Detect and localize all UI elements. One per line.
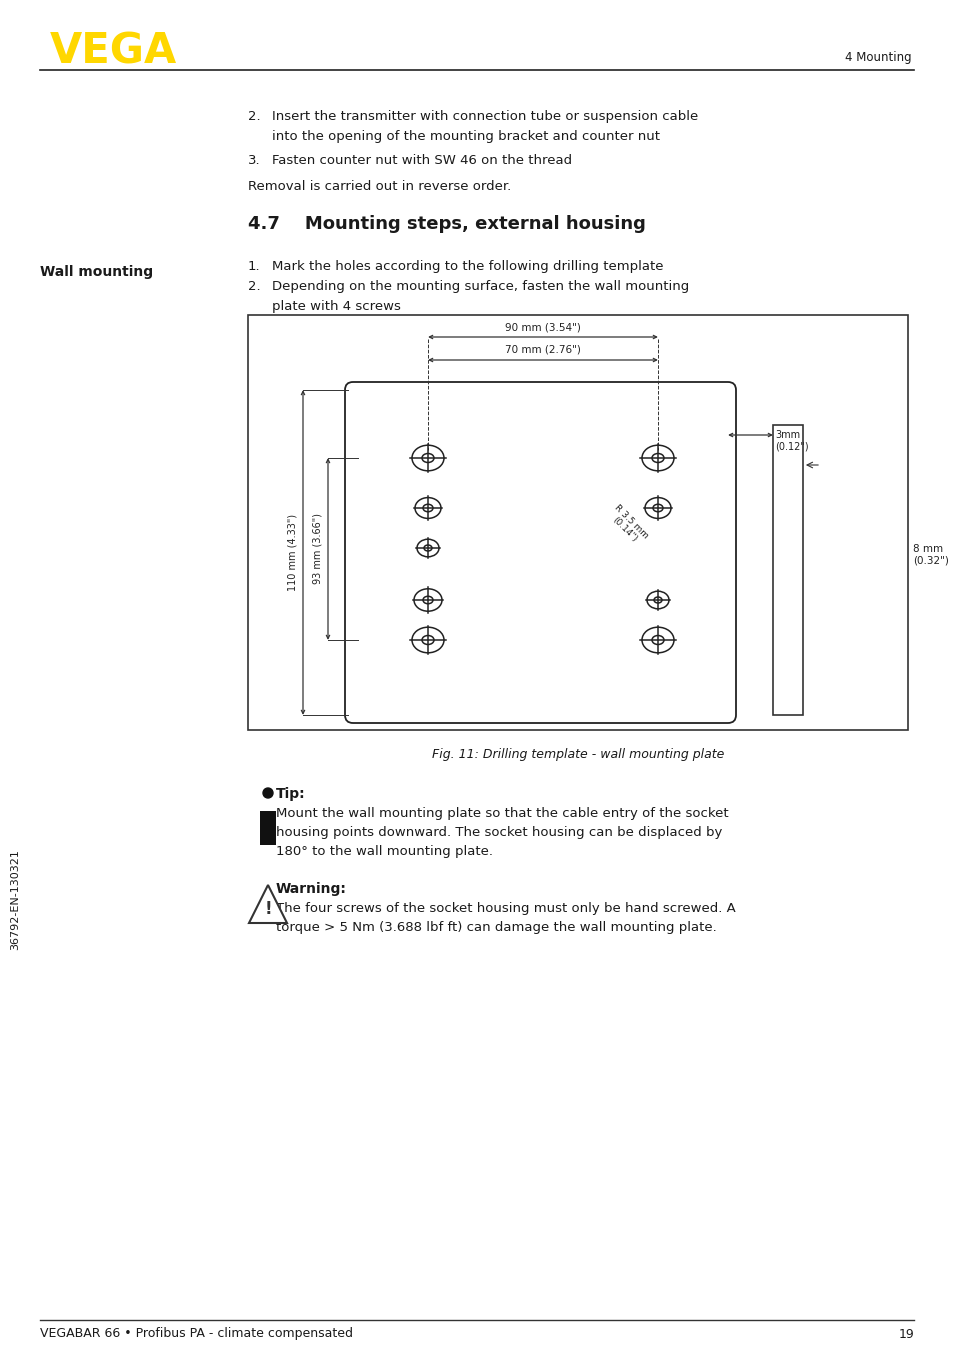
Text: Tip:: Tip: [275, 787, 305, 802]
Ellipse shape [412, 627, 443, 653]
Text: 4 Mounting: 4 Mounting [844, 51, 911, 65]
Text: 2.: 2. [248, 280, 260, 292]
Text: 19: 19 [898, 1327, 913, 1340]
Ellipse shape [421, 635, 434, 645]
Text: !: ! [264, 899, 272, 918]
Ellipse shape [644, 498, 670, 519]
Ellipse shape [415, 498, 440, 519]
Ellipse shape [651, 635, 663, 645]
Text: 93 mm (3.66"): 93 mm (3.66") [313, 513, 323, 585]
Text: 90 mm (3.54"): 90 mm (3.54") [504, 322, 580, 332]
Ellipse shape [641, 445, 673, 471]
Ellipse shape [646, 592, 668, 609]
Text: The four screws of the socket housing must only be hand screwed. A: The four screws of the socket housing mu… [275, 902, 735, 915]
Text: 3mm
(0.12"): 3mm (0.12") [774, 431, 808, 452]
Ellipse shape [422, 596, 433, 604]
Text: 2.: 2. [248, 110, 260, 123]
Text: Mark the holes according to the following drilling template: Mark the holes according to the followin… [272, 260, 662, 274]
Ellipse shape [421, 454, 434, 463]
Bar [772, 425, 802, 715]
Text: Fasten counter nut with SW 46 on the thread: Fasten counter nut with SW 46 on the thr… [272, 154, 572, 167]
Text: 3.: 3. [248, 154, 260, 167]
Text: Depending on the mounting surface, fasten the wall mounting: Depending on the mounting surface, faste… [272, 280, 688, 292]
Text: R 3.5 mm
(0.14"): R 3.5 mm (0.14") [605, 502, 650, 548]
Text: Insert the transmitter with connection tube or suspension cable: Insert the transmitter with connection t… [272, 110, 698, 123]
Text: 1.: 1. [248, 260, 260, 274]
Ellipse shape [412, 445, 443, 471]
Text: plate with 4 screws: plate with 4 screws [272, 301, 400, 313]
Text: Mount the wall mounting plate so that the cable entry of the socket: Mount the wall mounting plate so that th… [275, 807, 728, 821]
Text: Wall mounting: Wall mounting [40, 265, 153, 279]
FancyBboxPatch shape [345, 382, 735, 723]
Polygon shape [249, 886, 287, 923]
Ellipse shape [423, 546, 432, 551]
Text: Removal is carried out in reverse order.: Removal is carried out in reverse order. [248, 180, 511, 194]
Ellipse shape [422, 504, 433, 512]
Text: Warning:: Warning: [275, 881, 347, 896]
Ellipse shape [654, 597, 661, 603]
Ellipse shape [652, 504, 662, 512]
Ellipse shape [641, 627, 673, 653]
Ellipse shape [414, 589, 441, 611]
Text: 4.7    Mounting steps, external housing: 4.7 Mounting steps, external housing [248, 215, 645, 233]
Text: into the opening of the mounting bracket and counter nut: into the opening of the mounting bracket… [272, 130, 659, 144]
Text: housing points downward. The socket housing can be displaced by: housing points downward. The socket hous… [275, 826, 721, 839]
Text: torque > 5 Nm (3.688 lbf ft) can damage the wall mounting plate.: torque > 5 Nm (3.688 lbf ft) can damage … [275, 921, 716, 934]
Ellipse shape [416, 539, 438, 556]
Text: 180° to the wall mounting plate.: 180° to the wall mounting plate. [275, 845, 493, 858]
Text: VEGABAR 66 • Profibus PA - climate compensated: VEGABAR 66 • Profibus PA - climate compe… [40, 1327, 353, 1340]
Circle shape [263, 788, 273, 798]
Bar [260, 811, 275, 845]
Ellipse shape [651, 454, 663, 463]
Text: Fig. 11: Drilling template - wall mounting plate: Fig. 11: Drilling template - wall mounti… [432, 747, 723, 761]
Text: VEGA: VEGA [50, 31, 177, 73]
Text: 8 mm
(0.32"): 8 mm (0.32") [912, 544, 948, 566]
Text: 36792-EN-130321: 36792-EN-130321 [10, 849, 20, 951]
Bar [248, 315, 907, 730]
Text: 110 mm (4.33"): 110 mm (4.33") [288, 513, 297, 590]
Text: 70 mm (2.76"): 70 mm (2.76") [504, 345, 580, 355]
